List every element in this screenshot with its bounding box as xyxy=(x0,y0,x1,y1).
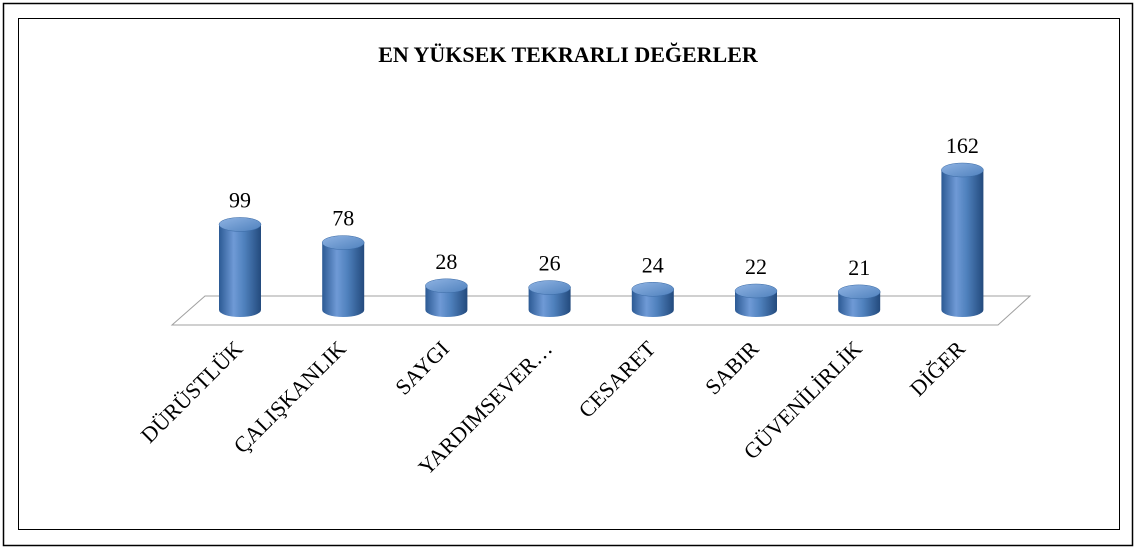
bar xyxy=(322,242,365,317)
value-label: 21 xyxy=(848,255,870,280)
bar-top xyxy=(321,235,365,250)
bar-top xyxy=(218,217,262,232)
bar xyxy=(219,224,261,317)
bar-top xyxy=(734,283,778,299)
bar-top xyxy=(425,278,468,294)
x-tick-label: SAYGI xyxy=(390,336,454,400)
bar-top xyxy=(631,282,675,297)
bar-top xyxy=(837,284,881,300)
bar xyxy=(735,290,777,317)
chart-frame xyxy=(18,18,1120,530)
value-label: 26 xyxy=(539,251,561,276)
value-label: 162 xyxy=(946,133,979,158)
bar xyxy=(425,285,468,318)
x-tick-label: CESARET xyxy=(574,335,661,422)
value-label: 24 xyxy=(642,252,664,277)
x-tick-label: SABIR xyxy=(700,336,764,400)
floor xyxy=(170,295,1032,326)
x-tick-label: DÜRÜSTLÜK xyxy=(136,336,248,448)
bar xyxy=(941,170,984,318)
value-label: 28 xyxy=(435,249,457,274)
value-label: 99 xyxy=(229,187,251,212)
bar-top xyxy=(528,280,571,295)
bar xyxy=(631,289,674,317)
value-label: 22 xyxy=(745,254,767,279)
x-tick-label: DİĞER xyxy=(905,336,970,401)
bar-top xyxy=(941,162,984,178)
value-label: 78 xyxy=(332,206,354,231)
chart-title: EN YÜKSEK TEKRARLI DEĞERLER xyxy=(378,42,759,67)
bar xyxy=(528,287,571,318)
